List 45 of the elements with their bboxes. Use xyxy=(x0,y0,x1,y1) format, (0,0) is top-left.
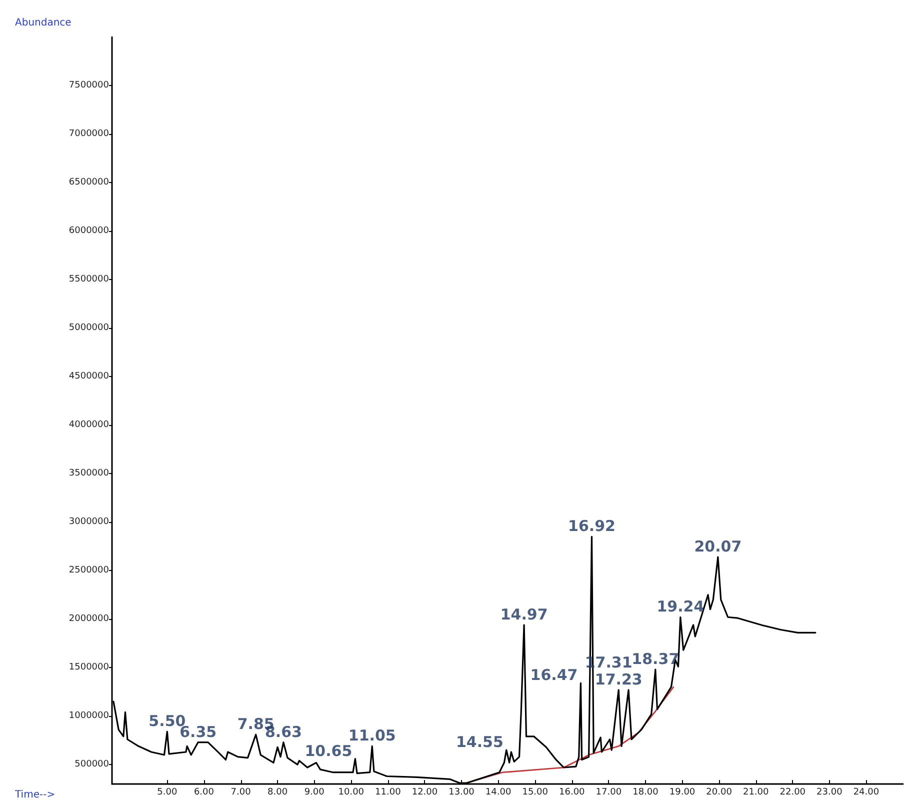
y-tick-label: 3500000 xyxy=(68,468,110,479)
y-tick-label: 4000000 xyxy=(68,420,110,430)
annotation: 20.07 xyxy=(694,537,742,556)
annotation: 19.24 xyxy=(656,598,704,616)
y-tick-label: 1500000 xyxy=(68,662,110,673)
x-tick-label: 23.00 xyxy=(816,788,843,798)
annotation: 16.92 xyxy=(568,517,616,536)
x-tick-label: 22.00 xyxy=(780,788,806,798)
annotation: 14.97 xyxy=(500,605,548,624)
annotation: 16.47 xyxy=(530,666,578,684)
x-tick-label: 5.00 xyxy=(157,788,178,798)
annotation: 14.55 xyxy=(456,733,504,752)
x-tick-label: 15.00 xyxy=(522,788,548,798)
x-tick-label: 10.00 xyxy=(338,788,364,798)
y-tick-label: 2000000 xyxy=(68,614,110,624)
y-tick-label: 4500000 xyxy=(68,372,110,382)
y-tick-label: 1000000 xyxy=(68,711,110,722)
y-tick-label: 5000000 xyxy=(68,323,110,334)
y-tick-label: 7500000 xyxy=(68,80,110,91)
x-tick-label: 16.00 xyxy=(559,788,586,798)
y-axis-title: Abundance xyxy=(15,18,72,28)
x-tick-label: 20.00 xyxy=(706,788,732,798)
x-tick-label: 8.00 xyxy=(268,788,288,798)
x-tick-label: 6.00 xyxy=(194,788,214,798)
x-tick-label: 14.00 xyxy=(485,788,512,798)
x-tick-label: 11.00 xyxy=(375,788,402,798)
x-tick-label: 24.00 xyxy=(853,788,880,798)
x-tick-label: 21.00 xyxy=(742,788,769,798)
x-tick-label: 17.00 xyxy=(596,788,622,798)
x-axis-title: Time--> xyxy=(14,790,56,800)
y-tick-label: 6500000 xyxy=(68,178,110,188)
x-tick-label: 12.00 xyxy=(412,788,438,798)
y-tick-label: 6000000 xyxy=(68,226,110,236)
y-tick-label: 7000000 xyxy=(68,129,110,140)
x-tick-label: 7.00 xyxy=(230,788,252,798)
annotation: 18.37 xyxy=(632,650,680,668)
x-tick-label: 18.00 xyxy=(632,788,659,798)
y-tick-label: 3000000 xyxy=(68,517,110,528)
y-tick-label: 2500000 xyxy=(68,566,110,576)
x-tick-label: 19.00 xyxy=(669,788,696,798)
annotation: 17.23 xyxy=(594,670,642,688)
x-tick-label: 13.00 xyxy=(448,788,475,798)
y-tick-label: 5500000 xyxy=(68,274,110,285)
y-tick-label: 500000 xyxy=(74,760,110,770)
x-tick-label: 9.00 xyxy=(304,788,325,798)
